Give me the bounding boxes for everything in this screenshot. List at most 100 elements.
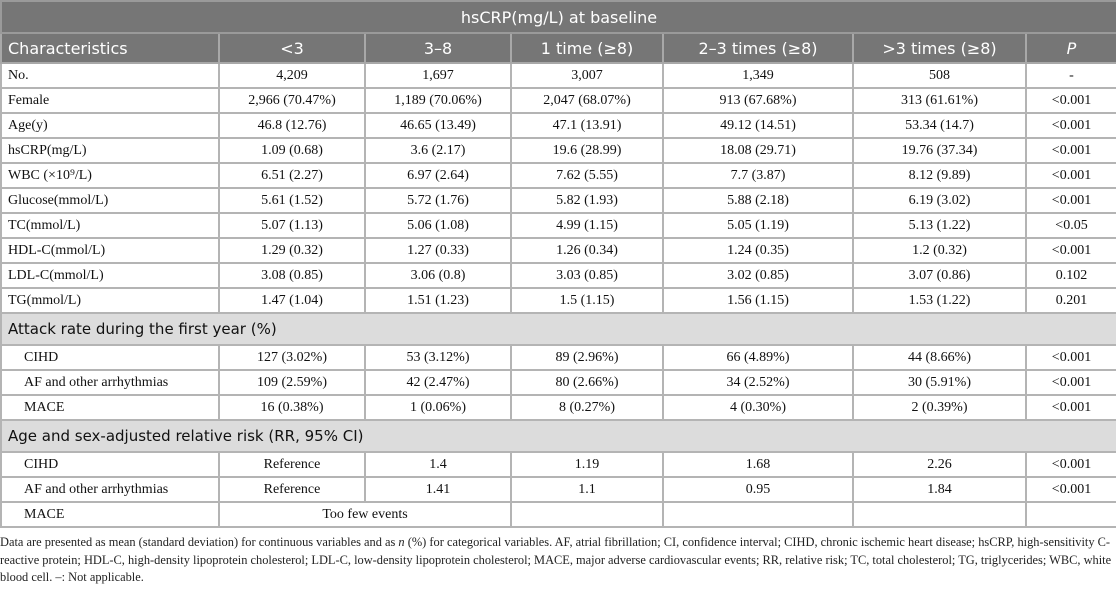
table-row: No. 4,209 1,697 3,007 1,349 508- <box>0 62 1116 89</box>
table-cell: 1.47 (1.04) <box>218 287 366 314</box>
table-cell: 89 (2.96%) <box>510 344 664 371</box>
table-cell: 3.02 (0.85) <box>662 262 854 289</box>
row-label: WBC (×10⁹/L) <box>0 162 220 189</box>
table-cell: Reference <box>218 451 366 478</box>
table-row: TG(mmol/L) 1.47 (1.04) 1.51 (1.23) 1.5 (1.1… <box>0 287 1116 314</box>
table-cell: 3.03 (0.85) <box>510 262 664 289</box>
table-row: Age(y) 46.8 (12.76) 46.65 (13.49) 47.1 (13.… <box>0 112 1116 139</box>
empty-cell <box>510 501 664 528</box>
row-label: No. <box>0 62 220 89</box>
table-row: LDL-C(mmol/L) 3.08 (0.85) 3.06 (0.8) 3.03 (… <box>0 262 1116 289</box>
row-label: LDL-C(mmol/L) <box>0 262 220 289</box>
table-cell: 2 (0.39%) <box>852 394 1027 421</box>
section-title: Age and sex-adjusted relative risk (RR, … <box>0 419 1116 453</box>
table-cell: 1,349 <box>662 62 854 89</box>
table-cell: 1.51 (1.23) <box>364 287 512 314</box>
table-cell: 53 (3.12%) <box>364 344 512 371</box>
table-cell: 46.8 (12.76) <box>218 112 366 139</box>
row-label: TC(mmol/L) <box>0 212 220 239</box>
row-label: hsCRP(mg/L) <box>0 137 220 164</box>
table-cell: 1.5 (1.15) <box>510 287 664 314</box>
table-cell: 0.102 <box>1025 262 1116 289</box>
section-title: Attack rate during the first year (%) <box>0 312 1116 346</box>
row-label: CIHD <box>0 451 220 478</box>
table-cell: 6.97 (2.64) <box>364 162 512 189</box>
table-cell: 46.65 (13.49) <box>364 112 512 139</box>
table-cell: <0.001 <box>1025 476 1116 503</box>
table-cell: 3.6 (2.17) <box>364 137 512 164</box>
empty-cell <box>852 501 1027 528</box>
table-row: MACE 16 (0.38%) 1 (0.06%) 8 (0.27%) 4 (0.30%… <box>0 394 1116 421</box>
table-cell: 2,966 (70.47%) <box>218 87 366 114</box>
table-cell: 5.05 (1.19) <box>662 212 854 239</box>
row-label: TG(mmol/L) <box>0 287 220 314</box>
table-cell: 5.06 (1.08) <box>364 212 512 239</box>
row-label: Glucose(mmol/L) <box>0 187 220 214</box>
table-cell: 4,209 <box>218 62 366 89</box>
row-label: MACE <box>0 394 220 421</box>
table-cell: 19.76 (37.34) <box>852 137 1027 164</box>
row-label: AF and other arrhythmias <box>0 369 220 396</box>
table-cell: 1 (0.06%) <box>364 394 512 421</box>
table-cell: 5.13 (1.22) <box>852 212 1027 239</box>
table-cell: 1.41 <box>364 476 512 503</box>
table-cell: 6.19 (3.02) <box>852 187 1027 214</box>
table-cell: <0.001 <box>1025 237 1116 264</box>
table-row: TC(mmol/L) 5.07 (1.13) 5.06 (1.08) 4.99 (1.… <box>0 212 1116 239</box>
table-cell: 34 (2.52%) <box>662 369 854 396</box>
table-cell: 5.07 (1.13) <box>218 212 366 239</box>
table-cell: <0.001 <box>1025 87 1116 114</box>
table-cell: 2,047 (68.07%) <box>510 87 664 114</box>
table-cell: <0.001 <box>1025 394 1116 421</box>
table-cell: 53.34 (14.7) <box>852 112 1027 139</box>
footnote-text-1: Data are presented as mean (standard dev… <box>0 535 399 549</box>
table-cell: 1.56 (1.15) <box>662 287 854 314</box>
column-header-row: Characteristics <3 3–8 1 time (≥8) 2–3 times… <box>0 32 1116 64</box>
table-cell: 19.6 (28.99) <box>510 137 664 164</box>
table-cell: 49.12 (14.51) <box>662 112 854 139</box>
row-label: MACE <box>0 501 220 528</box>
section-header-row: Attack rate during the first year (%) <box>0 312 1116 346</box>
table-cell: 1.1 <box>510 476 664 503</box>
table-cell: 47.1 (13.91) <box>510 112 664 139</box>
column-header: 3–8 <box>364 32 512 64</box>
table-row: AF and other arrhythmias 109 (2.59%) 42 (2… <box>0 369 1116 396</box>
table-cell: 1.53 (1.22) <box>852 287 1027 314</box>
table-cell: <0.001 <box>1025 451 1116 478</box>
table-cell: 30 (5.91%) <box>852 369 1027 396</box>
table-cell: 8.12 (9.89) <box>852 162 1027 189</box>
table-cell: 7.62 (5.55) <box>510 162 664 189</box>
row-label: CIHD <box>0 344 220 371</box>
table-cell: 1.84 <box>852 476 1027 503</box>
table-row: hsCRP(mg/L) 1.09 (0.68) 3.6 (2.17) 19.6 (28… <box>0 137 1116 164</box>
section-header-row: Age and sex-adjusted relative risk (RR, … <box>0 419 1116 453</box>
footnote-n: n <box>398 535 405 549</box>
table-cell: <0.001 <box>1025 369 1116 396</box>
table-footnote: Data are presented as mean (standard dev… <box>0 528 1116 587</box>
column-header: <3 <box>218 32 366 64</box>
table-cell: Reference <box>218 476 366 503</box>
table-cell: 5.82 (1.93) <box>510 187 664 214</box>
table-cell: 1.09 (0.68) <box>218 137 366 164</box>
table-cell: Too few events <box>218 501 512 528</box>
table-row: AF and other arrhythmias Reference 1.41 1.1… <box>0 476 1116 503</box>
table-cell: 16 (0.38%) <box>218 394 366 421</box>
column-header: P <box>1025 32 1116 64</box>
table-cell: 66 (4.89%) <box>662 344 854 371</box>
table-cell: 44 (8.66%) <box>852 344 1027 371</box>
table-cell: 0.201 <box>1025 287 1116 314</box>
table-cell: 5.88 (2.18) <box>662 187 854 214</box>
table-row: Female 2,966 (70.47%) 1,189 (70.06%) 2,047 … <box>0 87 1116 114</box>
row-label: Age(y) <box>0 112 220 139</box>
table-cell: 2.26 <box>852 451 1027 478</box>
row-label: AF and other arrhythmias <box>0 476 220 503</box>
table-cell: 127 (3.02%) <box>218 344 366 371</box>
table-row: CIHD 127 (3.02%) 53 (3.12%) 89 (2.96%) 66 (4… <box>0 344 1116 371</box>
table-cell: 1.4 <box>364 451 512 478</box>
table-cell: <0.001 <box>1025 137 1116 164</box>
table-cell: 1.19 <box>510 451 664 478</box>
baseline-hscrp-table: hsCRP(mg/L) at baseline Characteristics <… <box>0 0 1116 528</box>
table-cell: 80 (2.66%) <box>510 369 664 396</box>
table-title: hsCRP(mg/L) at baseline <box>0 0 1116 34</box>
table-cell: 1,697 <box>364 62 512 89</box>
